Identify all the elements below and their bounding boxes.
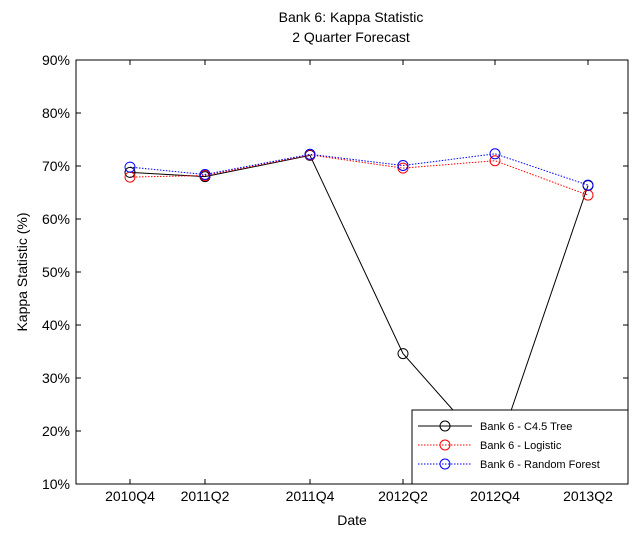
series-2-point [124, 161, 136, 173]
series-2-point [582, 179, 594, 191]
x-tick-label: 2011Q4 [286, 488, 335, 504]
y-tick-label: 30% [42, 370, 70, 386]
series-1-point [489, 155, 501, 167]
chart-title: Bank 6: Kappa Statistic [279, 9, 424, 25]
legend-marker-1 [439, 439, 451, 451]
series-2-point [304, 148, 316, 160]
y-axis: 10% 20% 30% 40% 50% 60% 70% 80% 90% [42, 52, 628, 492]
series-1-point [397, 162, 409, 174]
y-tick-label: 20% [42, 423, 70, 439]
series-2-point [199, 169, 211, 180]
series-line-1 [129, 154, 589, 196]
y-tick-label: 10% [42, 476, 70, 492]
series-0-point [124, 166, 136, 178]
legend-label: Bank 6 - C4.5 Tree [480, 421, 572, 433]
chart-subtitle: 2 Quarter Forecast [292, 29, 410, 45]
series-0-point [397, 348, 409, 360]
legend-marker-0 [439, 420, 451, 432]
legend-label: Bank 6 - Logistic [480, 440, 562, 452]
y-tick-label: 80% [42, 105, 70, 121]
series-2-point [397, 160, 409, 171]
y-tick-label: 70% [42, 158, 70, 174]
x-tick-label: 2013Q2 [563, 488, 613, 504]
x-tick-label: 2012Q2 [378, 488, 428, 504]
x-axis: 2010Q4 2011Q2 2011Q4 2012Q2 2012Q4 2013Q2 [105, 60, 613, 504]
y-axis-label: Kappa Statistic (%) [14, 212, 30, 331]
series-line-2 [129, 153, 589, 186]
legend-marker-2 [439, 458, 451, 470]
y-tick-label: 60% [42, 211, 70, 227]
series-2-point [489, 148, 501, 160]
chart-legend: Bank 6 - C4.5 Tree Bank 6 - Logistic Bank … [411, 409, 629, 485]
y-tick-label: 50% [42, 264, 70, 280]
y-tick-label: 40% [42, 317, 70, 333]
x-tick-label: 2011Q2 [181, 488, 230, 504]
x-axis-label: Date [337, 512, 367, 528]
x-tick-label: 2010Q4 [105, 488, 155, 504]
x-tick-label: 2012Q4 [470, 488, 520, 504]
y-tick-label: 90% [42, 52, 70, 68]
legend-label: Bank 6 - Random Forest [480, 459, 600, 471]
